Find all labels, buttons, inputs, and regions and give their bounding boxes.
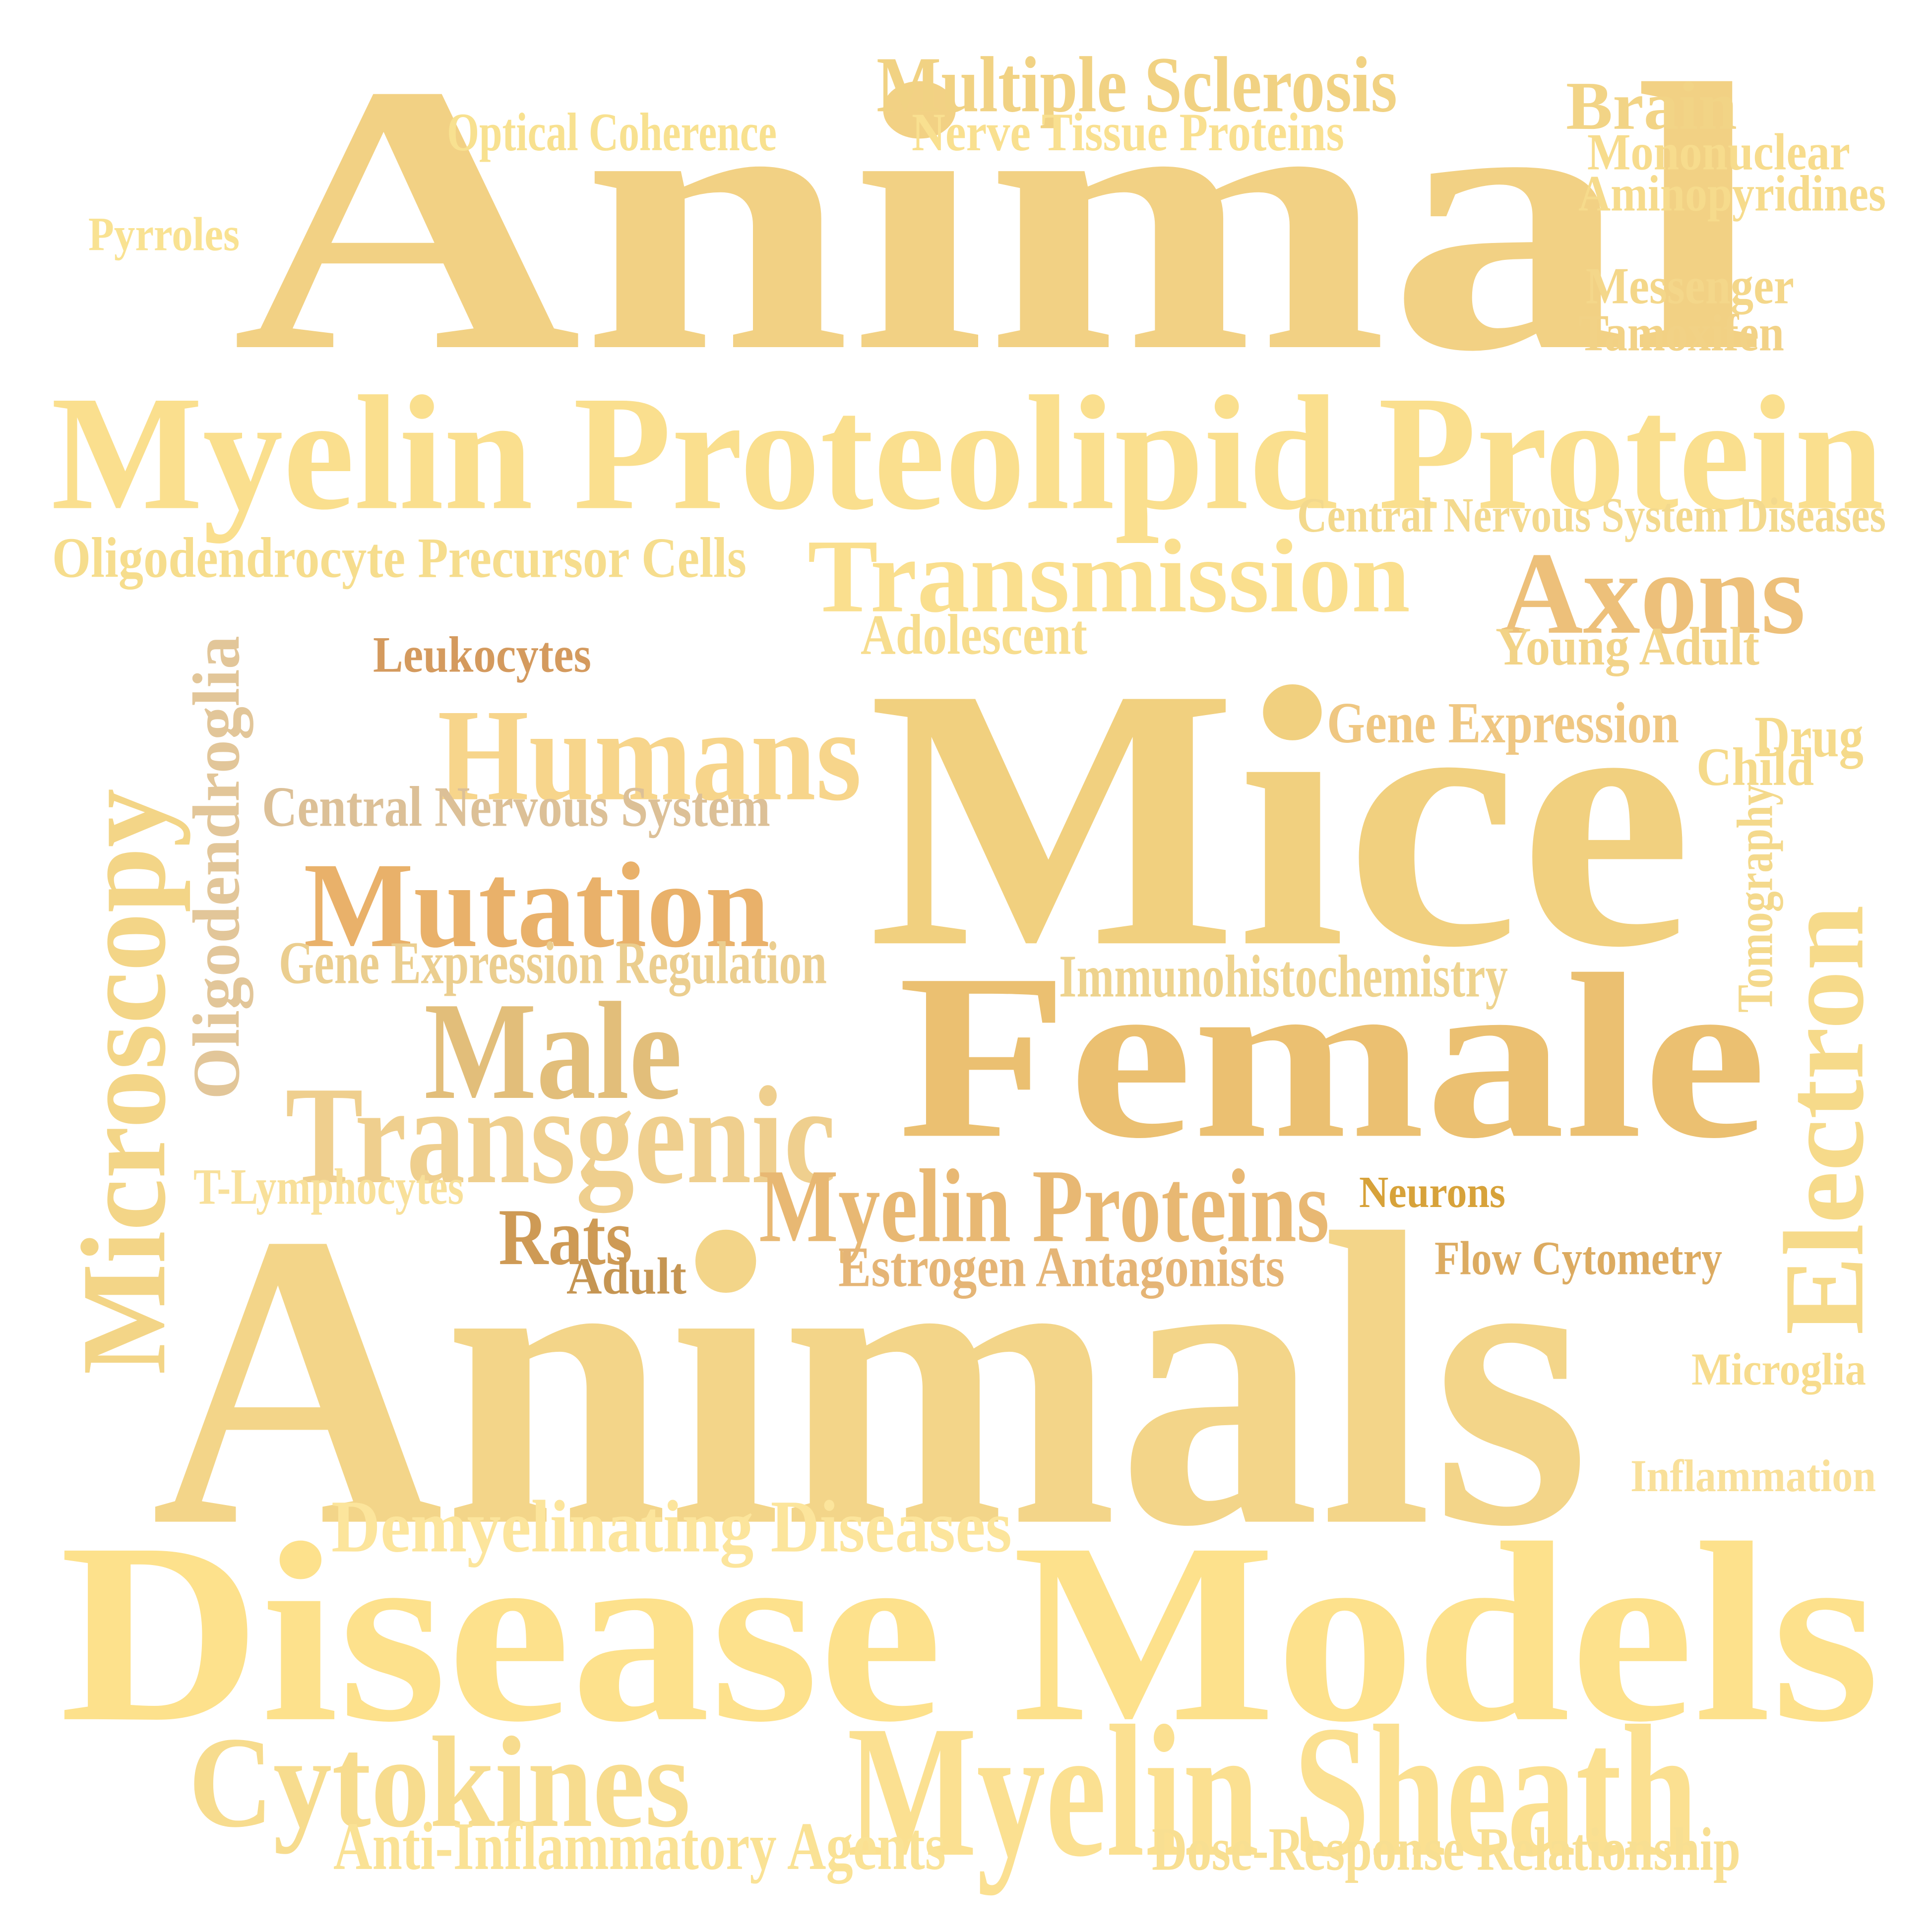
word-immunohistochemistry: Immunohistochemistry — [1059, 943, 1508, 1010]
word-rats: Rats — [499, 1193, 632, 1282]
word-animals: Animals — [151, 1147, 1590, 1613]
word-mice: Mice — [868, 610, 1692, 1025]
word-myelin-proteolipid-protein: Myelin Proteolipid Protein — [51, 362, 1884, 544]
word-estrogen-antagonists: Estrogen Antagonists — [838, 1235, 1285, 1299]
word-dose-response-relationship: Dose-Response Relationship — [1152, 1814, 1741, 1883]
word-inflammation: Inflammation — [1630, 1450, 1876, 1501]
word-animal: Animal — [232, 5, 1765, 430]
word-cytokines: Cytokines — [188, 1710, 690, 1855]
word-gene-expression: Gene Expression — [1327, 690, 1679, 756]
word-nerve-tissue-proteins: Nerve Tissue Proteins — [912, 102, 1344, 163]
word-male: Male — [424, 973, 682, 1129]
word-anti-inflammatory-agents: Anti-Inflammatory Agents — [333, 1808, 946, 1884]
word-electron: Electron — [1760, 905, 1887, 1335]
word-multiple-sclerosis: Multiple Sclerosis — [876, 40, 1397, 129]
word-leukocytes: Leukocytes — [373, 627, 591, 683]
word-oligodendrocyte-precursor-cells: Oligodendrocyte Precursor Cells — [52, 526, 747, 590]
word-aminopyridines: Aminopyridines — [1578, 166, 1886, 222]
word-myelin-proteins: Myelin Proteins — [759, 1147, 1329, 1264]
word-demyelinating-diseases: Demyelinating Diseases — [331, 1485, 1012, 1568]
word-tamoxifen: Tamoxifen — [1578, 303, 1784, 362]
word-optical-coherence: Optical Coherence — [447, 102, 777, 163]
word-adolescent: Adolescent — [861, 603, 1087, 666]
word-disease-models: Disease Models — [60, 1490, 1880, 1775]
word-young-adult: Young Adult — [1496, 616, 1759, 677]
word-drug: Drug — [1754, 704, 1864, 770]
word-neurons: Neurons — [1359, 1168, 1505, 1217]
word-flow-cytometry: Flow Cytometry — [1434, 1231, 1722, 1285]
word-microglia: Microglia — [1691, 1343, 1866, 1394]
word-transmission: Transmission — [808, 518, 1410, 634]
word-child: Child — [1696, 737, 1814, 797]
word-oligodendroglia: Oligodendroglia — [180, 636, 254, 1099]
word-adult: Adult — [566, 1247, 686, 1305]
word-pyrroles: Pyrroles — [88, 207, 240, 261]
word-mutation: Mutation — [304, 838, 770, 973]
word-t-lymphocytes: T-Lymphocytes — [193, 1159, 464, 1215]
word-central-nervous-system-diseases: Central Nervous System Diseases — [1297, 487, 1886, 543]
word-female: Female — [898, 925, 1767, 1188]
word-axons: Axons — [1500, 528, 1806, 659]
word-humans: Humans — [437, 682, 862, 828]
word-myelin-sheath: Myelin Sheath — [847, 1687, 1698, 1896]
word-gene-expression-regulation: Gene Expression Regulation — [279, 929, 827, 997]
word-messenger: Messenger — [1586, 256, 1794, 315]
word-mononuclear: Mononuclear — [1587, 122, 1850, 181]
word-central-nervous-system: Central Nervous System — [262, 775, 770, 839]
word-transgenic: Transgenic — [285, 1058, 836, 1213]
word-brain: Brain — [1566, 67, 1737, 144]
